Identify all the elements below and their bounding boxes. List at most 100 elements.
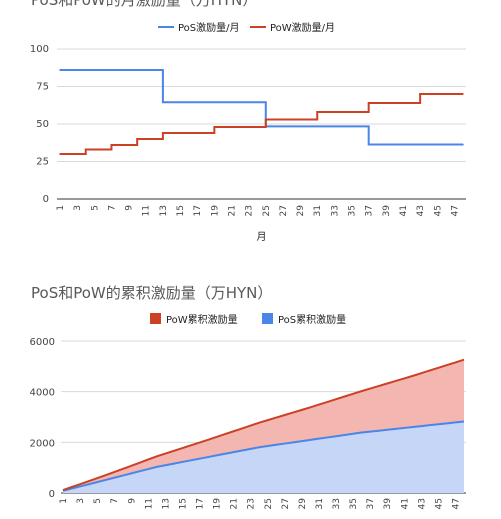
data-point: [127, 69, 130, 71]
cumulative-reward-chart: PoS和PoW的累积激励量（万HYN） 0 2000 4000 6000 1 3 5 7 9 11…: [0, 272, 501, 519]
x-tick-label: 3: [76, 498, 86, 504]
y-tick-label: 4000: [30, 388, 55, 399]
legend-label: PoS激励量/月: [178, 21, 240, 34]
data-point: [179, 101, 181, 104]
data-point: [359, 125, 361, 128]
x-tick-label: 45: [434, 498, 444, 509]
x-tick-label: 33: [332, 498, 342, 509]
data-point: [93, 148, 96, 151]
x-tick-label: 9: [127, 498, 137, 504]
data-point: [342, 111, 344, 113]
data-point: [299, 118, 301, 121]
data-point: [239, 101, 241, 104]
x-tick-label: 1: [56, 205, 66, 211]
data-point: [196, 132, 198, 134]
data-point: [256, 101, 259, 104]
legend-label: PoW累积激励量: [166, 313, 238, 326]
data-point: [273, 118, 276, 121]
data-point: [273, 125, 276, 128]
x-tick-label: 35: [349, 498, 359, 509]
x-tick-label: 1: [59, 498, 69, 504]
x-tick-label: 33: [330, 205, 340, 216]
data-point: [282, 118, 284, 121]
data-point: [153, 138, 156, 140]
data-point: [110, 69, 113, 71]
data-point: [350, 125, 353, 128]
chart-title: PoS和PoW的月激励量（万HYN）: [31, 0, 258, 9]
data-point: [59, 153, 61, 155]
x-tick-label: 39: [383, 498, 393, 510]
data-point: [325, 111, 327, 113]
pow-area: [63, 359, 464, 491]
data-point: [333, 125, 336, 128]
x-tick-label: 7: [110, 498, 120, 504]
x-tick-label: 13: [161, 498, 171, 509]
data-point: [110, 144, 113, 146]
x-tick-label: 17: [196, 498, 206, 509]
data-point: [333, 111, 336, 113]
x-tick-label: 7: [107, 205, 117, 211]
x-axis-title: 月: [257, 231, 267, 243]
x-tick-label: 25: [262, 205, 272, 216]
data-point: [187, 101, 190, 104]
data-point: [144, 138, 147, 140]
x-tick-label: 9: [125, 205, 135, 211]
data-point: [84, 69, 87, 71]
data-point: [427, 143, 430, 146]
data-point: [170, 132, 173, 134]
data-point: [402, 143, 404, 146]
x-tick-label: 17: [193, 205, 203, 216]
x-tick-label: 43: [417, 498, 427, 509]
data-point: [290, 118, 293, 121]
data-point: [222, 126, 224, 128]
legend-label: PoW激励量/月: [270, 21, 335, 34]
x-tick-label: 19: [210, 205, 220, 217]
x-tick-label: 15: [176, 205, 186, 216]
legend-swatch: [150, 313, 161, 324]
x-tick-label: 11: [142, 205, 152, 216]
data-point: [144, 69, 147, 71]
data-point: [187, 132, 190, 134]
y-tick-label: 100: [30, 44, 49, 55]
data-point: [376, 102, 379, 104]
data-point: [419, 93, 421, 95]
x-tick-label: 41: [400, 498, 410, 509]
data-point: [213, 101, 216, 104]
x-tick-label: 29: [296, 205, 306, 217]
data-point: [264, 118, 267, 121]
data-point: [290, 125, 293, 128]
x-tick-label: 35: [348, 205, 358, 216]
data-point: [350, 111, 353, 113]
data-point: [67, 69, 70, 71]
data-point: [204, 101, 207, 104]
data-point: [204, 132, 207, 134]
data-point: [102, 69, 104, 71]
series-line: [60, 69, 463, 146]
y-tick-label: 6000: [30, 337, 55, 348]
data-point: [359, 111, 361, 113]
data-point: [162, 101, 164, 104]
data-point: [153, 69, 156, 71]
data-point: [445, 143, 447, 146]
data-point: [376, 143, 379, 146]
data-point: [427, 93, 430, 95]
x-tick-label: 23: [245, 205, 255, 216]
data-point: [393, 102, 396, 104]
data-point: [282, 125, 284, 128]
pos-line: [62, 420, 465, 492]
data-point: [367, 143, 370, 146]
y-tick-label: 25: [36, 157, 49, 168]
x-tick-label: 29: [298, 498, 308, 510]
data-point: [84, 148, 87, 151]
data-point: [342, 125, 344, 128]
data-point: [127, 144, 130, 146]
pos-area: [63, 421, 464, 493]
data-point: [67, 153, 70, 155]
data-point: [102, 148, 104, 151]
x-tick-label: 21: [230, 498, 240, 509]
x-tick-label: 23: [247, 498, 257, 509]
data-point: [325, 125, 327, 128]
data-point: [213, 126, 216, 128]
x-tick-label: 3: [73, 205, 83, 211]
data-point: [299, 125, 301, 128]
